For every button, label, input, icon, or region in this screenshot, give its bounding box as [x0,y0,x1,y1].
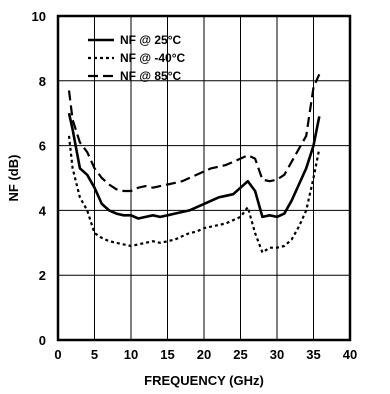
legend-label: NF @ 85°C [120,69,182,83]
x-tick-label: 20 [197,347,211,362]
x-tick-label: 30 [270,347,284,362]
x-tick-label: 15 [160,347,174,362]
series-line-0 [67,112,321,220]
x-tick-label: 0 [54,347,61,362]
x-tick-label: 10 [124,347,138,362]
series-line-2 [67,73,321,193]
legend-label: NF @ 25°C [120,33,182,47]
y-tick-label: 0 [39,333,46,348]
x-tick-label: 40 [343,347,357,362]
y-tick-label: 10 [32,9,46,24]
y-tick-label: 2 [39,268,46,283]
y-tick-label: 6 [39,139,46,154]
x-tick-label: 35 [306,347,320,362]
plot-frame [56,14,352,342]
grid-lines [58,16,350,340]
series-lines [67,73,321,254]
y-axis-title: NF (dB) [6,155,21,202]
x-tick-label: 25 [233,347,247,362]
x-tick-label: 5 [91,347,98,362]
tick-labels: 0 5 10 15 20 25 30 35 40 0 2 4 6 8 10 [32,9,358,362]
series-line-1 [67,135,321,254]
legend: NF @ 25°C NF @ -40°C NF @ 85°C [88,33,186,83]
y-tick-label: 4 [39,203,47,218]
x-axis-title: FREQUENCY (GHz) [144,373,264,388]
legend-label: NF @ -40°C [120,51,186,65]
y-tick-label: 8 [39,74,46,89]
